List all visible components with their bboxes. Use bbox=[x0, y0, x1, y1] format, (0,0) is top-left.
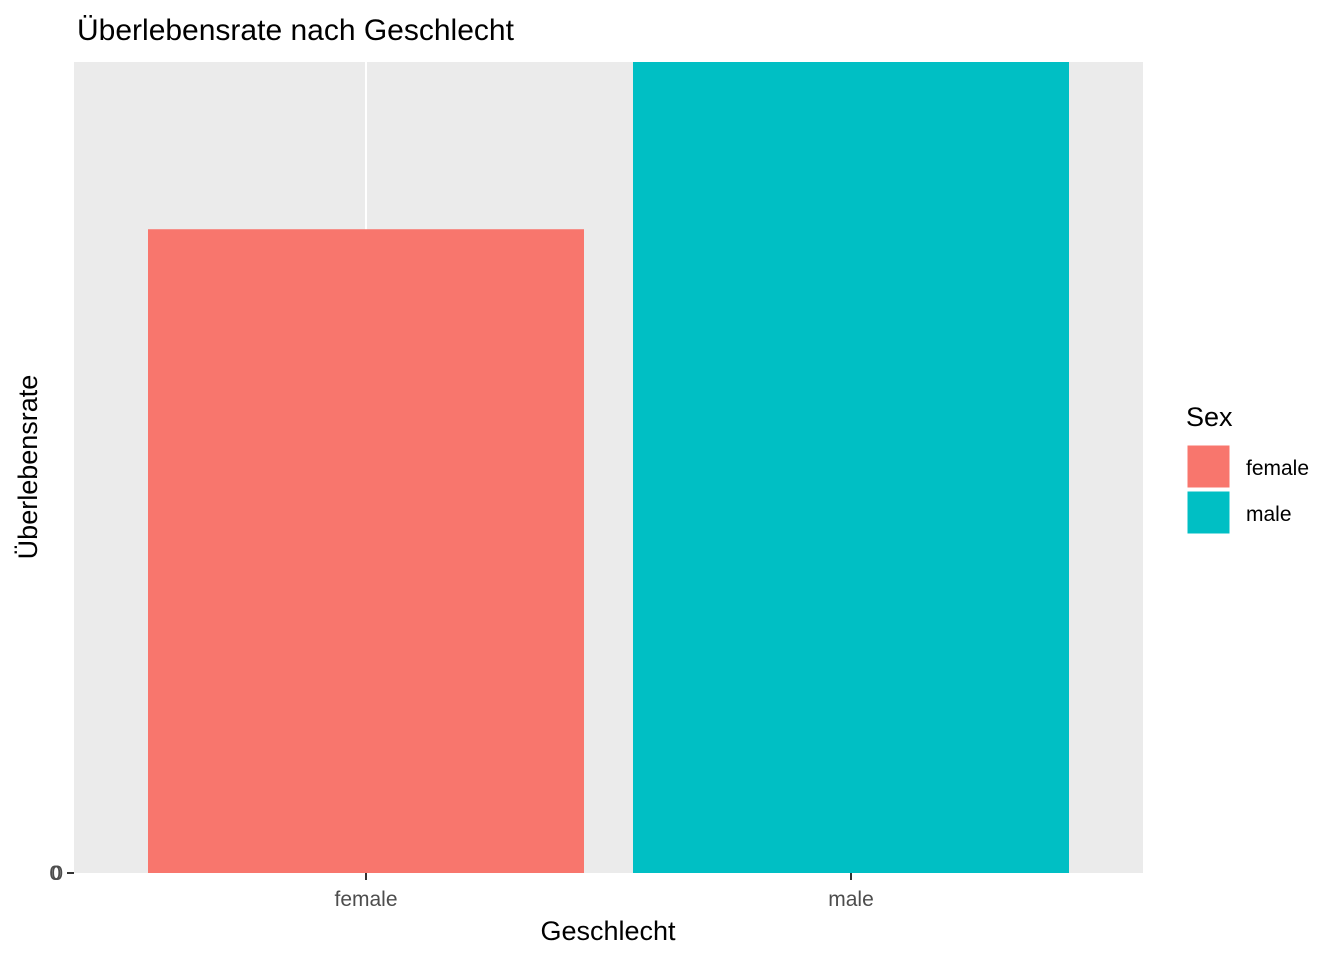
legend-title: Sex bbox=[1186, 402, 1233, 432]
bar-male bbox=[633, 62, 1069, 873]
bars bbox=[148, 62, 1069, 873]
y-tick-label: 0 bbox=[51, 862, 63, 885]
x-axis: female male bbox=[334, 873, 874, 911]
legend-label: female bbox=[1246, 457, 1309, 480]
y-tick-label: 0 bbox=[49, 862, 61, 885]
y-axis-title: Überlebensrate bbox=[13, 375, 43, 560]
x-tick-label: female bbox=[334, 888, 397, 911]
legend-swatch bbox=[1186, 490, 1231, 535]
y-axis: 0 0 bbox=[49, 862, 74, 885]
legend-swatch bbox=[1186, 444, 1231, 489]
chart-title: Überlebensrate nach Geschlecht bbox=[77, 14, 515, 47]
x-axis-title: Geschlecht bbox=[540, 916, 676, 946]
legend-entries: female male bbox=[1186, 444, 1309, 535]
legend-label: male bbox=[1246, 503, 1292, 526]
x-tick-label: male bbox=[828, 888, 874, 911]
legend: Sex female male bbox=[1186, 402, 1309, 535]
bar-female bbox=[148, 229, 584, 873]
